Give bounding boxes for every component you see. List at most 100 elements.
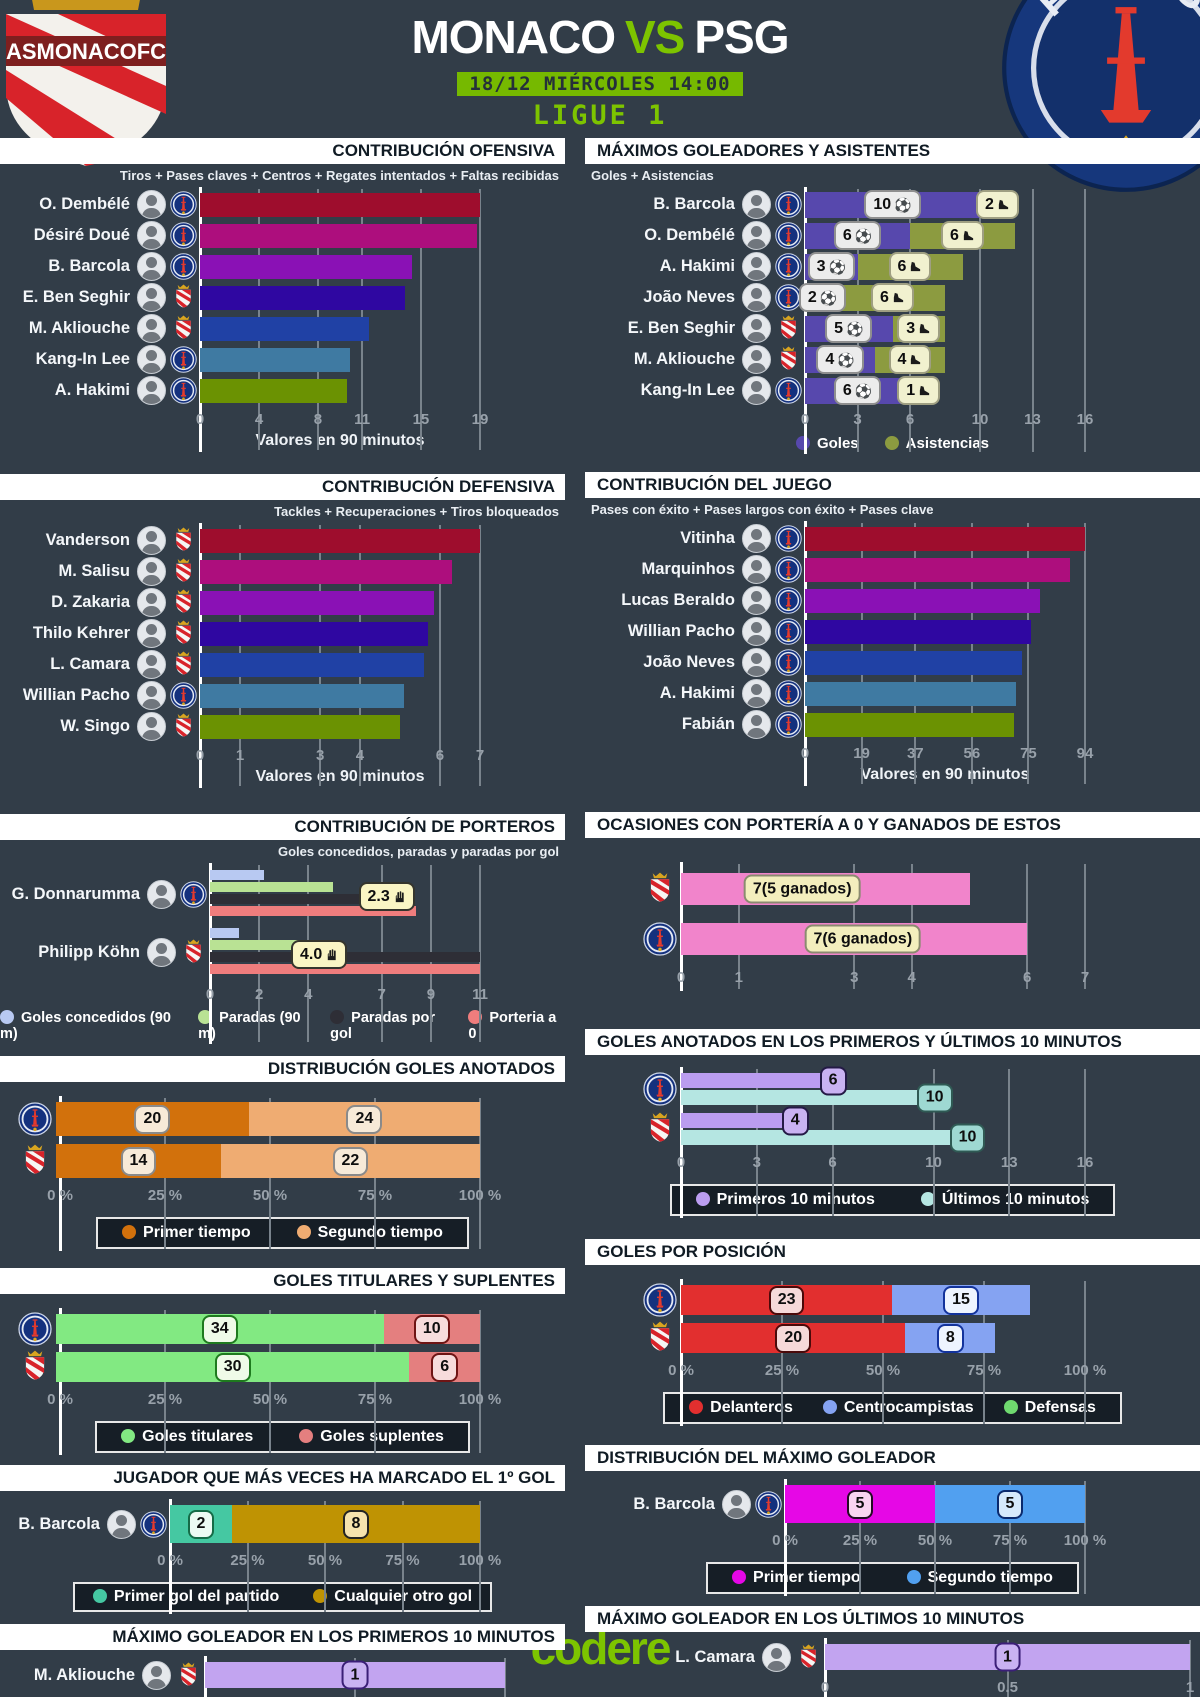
bar-track bbox=[805, 557, 1085, 582]
club-badge-monaco-icon bbox=[775, 315, 802, 342]
monaco-logo-text: ASMONACOFC bbox=[6, 39, 166, 64]
team-row-monaco: 30 6 bbox=[0, 1348, 565, 1386]
axis-tick: 94 bbox=[1076, 745, 1094, 762]
value-badge: 1 bbox=[994, 1642, 1021, 1672]
bar-track: 34 10 bbox=[56, 1314, 480, 1344]
legend: Primer gol del partido Cualquier otro go… bbox=[72, 1582, 493, 1612]
second-half-seg: 22 bbox=[220, 1144, 480, 1178]
goalkeeper-row: Philipp Köhn 4.0 bbox=[0, 923, 565, 981]
bar-track: 4 10 bbox=[681, 1106, 1085, 1152]
bar-track: 5 5 bbox=[785, 1485, 1085, 1523]
player-row: B. Barcola 2 8 bbox=[0, 1501, 565, 1547]
axis-tick: 1 bbox=[734, 969, 743, 986]
club-badge-psg-icon bbox=[775, 191, 802, 218]
player-avatar bbox=[137, 681, 166, 710]
goals-badge: 4 ⚽ bbox=[816, 345, 864, 374]
axis-tick: 37 bbox=[906, 745, 924, 762]
team-row-monaco: 7(5 ganados) bbox=[585, 864, 1200, 914]
panel-distribucion-max-goleador: DISTRIBUCIÓN DEL MÁXIMO GOLEADOR B. Barc… bbox=[585, 1445, 1200, 1596]
axis-tick: 50 % bbox=[917, 1532, 953, 1549]
panel-goles-primeros-ultimos: GOLES ANOTADOS EN LOS PRIMEROS Y ÚLTIMOS… bbox=[585, 1029, 1200, 1218]
player-avatar bbox=[137, 619, 166, 648]
value-bar bbox=[200, 347, 351, 372]
bar-track: 1 bbox=[825, 1642, 1190, 1672]
club-badge-monaco-icon bbox=[170, 589, 197, 616]
assists-seg: 6 bbox=[840, 283, 945, 312]
player-avatar bbox=[137, 283, 166, 312]
player-row: Thilo Kehrer bbox=[0, 618, 565, 649]
player-row: O. Dembélé 6 ⚽ 6 bbox=[585, 220, 1200, 251]
x-axis: 0 1 3 4 6 7 bbox=[677, 967, 1089, 989]
panel-primer-gol: JUGADOR QUE MÁS VECES HA MARCADO EL 1º G… bbox=[0, 1465, 565, 1614]
player-avatar bbox=[742, 314, 771, 343]
bar-track bbox=[805, 681, 1085, 706]
legend-item: Asistencias bbox=[884, 435, 989, 452]
player-row: B. Barcola bbox=[0, 251, 565, 282]
vs-label: VS bbox=[625, 11, 685, 63]
axis-tick: 4 bbox=[304, 986, 313, 1003]
forwards-seg: 23 bbox=[681, 1285, 893, 1315]
axis-tick: 75 % bbox=[357, 1391, 393, 1408]
player-avatar bbox=[742, 252, 771, 281]
axis-tick: 75 % bbox=[966, 1362, 1002, 1379]
bar-track: 23 15 bbox=[681, 1285, 1085, 1315]
value-bar bbox=[805, 526, 1085, 551]
axis-tick: 0 bbox=[676, 969, 686, 986]
axis-tick: 0 % bbox=[47, 1391, 73, 1408]
player-avatar bbox=[762, 1642, 791, 1672]
panel-title: DISTRIBUCIÓN DEL MÁXIMO GOLEADOR bbox=[585, 1445, 1200, 1471]
value-badge: 20 bbox=[775, 1323, 812, 1353]
starters-seg: 30 bbox=[56, 1352, 410, 1382]
player-avatar bbox=[137, 712, 166, 741]
club-badge-psg-icon bbox=[643, 922, 677, 956]
player-avatar bbox=[742, 524, 771, 553]
axis-tick: 1 bbox=[235, 747, 245, 764]
player-avatar bbox=[137, 221, 166, 250]
gridlines bbox=[784, 1479, 1086, 1596]
legend-item: Porteria a 0 bbox=[468, 1010, 557, 1042]
bar-track bbox=[200, 683, 480, 708]
panel-contribucion-juego: CONTRIBUCIÓN DEL JUEGO Pases con éxito +… bbox=[585, 472, 1200, 786]
club-badge-monaco-icon bbox=[775, 346, 802, 373]
assists-seg: 4 bbox=[875, 345, 945, 374]
value-badge: 2 bbox=[187, 1509, 215, 1539]
club-badge-psg-icon bbox=[775, 222, 802, 249]
club-badge-psg-icon bbox=[775, 556, 802, 583]
panel-subtitle: Goles concedidos, paradas y paradas por … bbox=[277, 844, 559, 859]
player-row: Willian Pacho bbox=[585, 616, 1200, 647]
bar-track bbox=[200, 559, 480, 584]
bar-track bbox=[200, 652, 480, 677]
legend-item: Paradas por gol bbox=[330, 1010, 435, 1042]
player-name: Thilo Kehrer bbox=[32, 624, 130, 642]
bar-track: 3 ⚽ 6 bbox=[805, 252, 1085, 281]
boot-icon bbox=[998, 199, 1009, 210]
value-bar bbox=[200, 528, 480, 553]
team-row-psg: 6 10 bbox=[585, 1066, 1200, 1112]
value-bar bbox=[805, 557, 1071, 582]
panel-goles-por-posicion: GOLES POR POSICIÓN 23 15 bbox=[585, 1239, 1200, 1426]
club-badge-psg-icon bbox=[775, 649, 802, 676]
goals-seg: 6 ⚽ bbox=[805, 221, 910, 250]
team-row-monaco: 20 8 bbox=[585, 1319, 1200, 1357]
panel-contribucion-porteros: CONTRIBUCIÓN DE PORTEROS Goles concedido… bbox=[0, 814, 565, 1044]
panel-max-goleador-ultimos10: MÁXIMO GOLEADOR EN LOS ÚLTIMOS 10 MINUTO… bbox=[585, 1606, 1200, 1697]
goals-badge: 5 ⚽ bbox=[825, 314, 873, 343]
assists-badge: 2 bbox=[976, 190, 1019, 219]
assists-seg: 1 bbox=[897, 376, 941, 405]
club-badge-psg-icon bbox=[18, 1102, 52, 1136]
axis-tick: 25 % bbox=[230, 1552, 265, 1569]
player-name: E. Ben Seghir bbox=[22, 288, 130, 306]
value-badge: 7(6 ganados) bbox=[804, 924, 922, 954]
axis-tick: 8 bbox=[313, 411, 323, 428]
midfielders-seg: 15 bbox=[892, 1285, 1030, 1315]
value-badge: 14 bbox=[120, 1146, 157, 1176]
legend-item: Segundo tiempo bbox=[296, 1224, 443, 1242]
other-goal-seg: 8 bbox=[232, 1505, 480, 1543]
axis-tick: 4 bbox=[254, 411, 264, 428]
player-row: A. Hakimi bbox=[0, 375, 565, 406]
second-half-seg: 5 bbox=[935, 1485, 1085, 1523]
player-row: L. Camara 1 bbox=[585, 1640, 1200, 1674]
player-avatar bbox=[742, 221, 771, 250]
player-row: João Neves bbox=[585, 647, 1200, 678]
player-name: Marquinhos bbox=[641, 560, 736, 578]
